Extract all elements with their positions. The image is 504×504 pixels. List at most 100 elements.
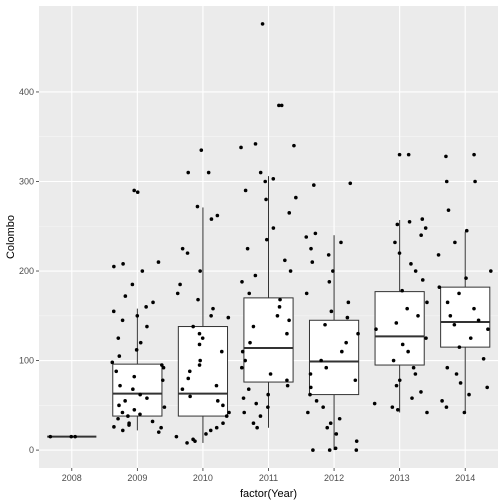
- data-point-2009: [116, 336, 121, 340]
- data-point-2008: [73, 434, 77, 439]
- data-point-2009: [145, 396, 149, 400]
- data-point-2014: [445, 300, 450, 305]
- data-point-2011: [240, 279, 244, 284]
- data-point-2011: [294, 195, 298, 200]
- data-point-2009: [117, 354, 122, 358]
- data-point-2010: [197, 331, 202, 336]
- data-point-2010: [215, 213, 220, 218]
- data-point-2009: [159, 425, 163, 430]
- data-point-2013: [397, 251, 402, 255]
- data-point-2012: [304, 235, 309, 239]
- x-tick-label: 2012: [324, 473, 344, 483]
- data-point-2012: [344, 340, 348, 345]
- data-point-2013: [394, 383, 399, 388]
- data-point-2012: [354, 439, 359, 443]
- data-point-2014: [444, 154, 448, 159]
- data-point-2010: [185, 441, 189, 445]
- data-point-2010: [186, 376, 191, 381]
- data-point-2011: [268, 372, 273, 376]
- data-point-2013: [395, 222, 400, 227]
- data-point-2009: [120, 410, 125, 415]
- data-point-2013: [420, 217, 425, 221]
- data-point-2014: [486, 327, 490, 332]
- data-point-2008: [48, 434, 53, 439]
- x-tick-label: 2009: [127, 473, 147, 483]
- data-point-2013: [372, 401, 377, 406]
- data-point-2010: [209, 217, 214, 221]
- data-point-2014: [489, 269, 493, 273]
- data-point-2012: [353, 378, 358, 383]
- data-point-2014: [457, 345, 462, 349]
- data-point-2010: [185, 251, 190, 255]
- data-point-2011: [258, 414, 263, 418]
- data-point-2011: [239, 145, 243, 150]
- data-point-2010: [219, 349, 224, 354]
- data-point-2014: [445, 365, 450, 370]
- data-point-2010: [196, 297, 200, 302]
- data-point-2009: [140, 269, 145, 273]
- data-point-2014: [472, 306, 476, 311]
- data-point-2010: [187, 369, 192, 374]
- data-point-2011: [264, 237, 269, 242]
- data-point-2011: [287, 318, 291, 323]
- box-iqr: [112, 363, 163, 417]
- data-point-2011: [271, 177, 276, 181]
- data-point-2010: [197, 363, 202, 367]
- data-point-2009: [151, 300, 155, 305]
- data-point-2013: [400, 288, 404, 293]
- data-point-2011: [277, 305, 282, 309]
- data-point-2012: [314, 399, 319, 403]
- data-point-2013: [374, 327, 378, 332]
- data-point-2009: [150, 419, 155, 424]
- data-point-2009: [135, 190, 140, 195]
- data-point-2009: [116, 416, 120, 421]
- data-point-2009: [131, 387, 135, 392]
- data-point-2012: [326, 253, 331, 257]
- data-point-2009: [118, 383, 122, 388]
- data-point-2009: [161, 365, 166, 370]
- data-point-2012: [354, 448, 359, 452]
- data-point-2011: [243, 358, 247, 363]
- data-point-2009: [114, 369, 119, 374]
- data-point-2009: [120, 318, 125, 323]
- data-point-2013: [397, 152, 402, 157]
- data-point-2011: [271, 226, 276, 230]
- data-point-2011: [240, 365, 244, 370]
- data-point-2012: [340, 349, 344, 354]
- data-point-2012: [333, 446, 338, 451]
- data-point-2010: [193, 439, 197, 443]
- x-tick-label: 2014: [455, 473, 475, 483]
- data-point-2010: [178, 282, 182, 287]
- data-point-2009: [138, 412, 142, 417]
- x-axis-title: factor(Year): [240, 488, 297, 500]
- box-iqr: [177, 326, 229, 417]
- data-point-2013: [394, 321, 399, 325]
- data-point-2012: [346, 300, 351, 305]
- data-point-2013: [424, 336, 428, 340]
- data-point-2014: [476, 318, 481, 323]
- data-point-2013: [419, 233, 423, 238]
- data-point-2013: [425, 300, 429, 305]
- data-point-2009: [138, 340, 143, 345]
- data-point-2012: [327, 448, 332, 452]
- data-point-2009: [112, 264, 116, 269]
- data-point-2013: [419, 390, 423, 394]
- data-point-2009: [110, 360, 115, 365]
- data-point-2012: [319, 358, 323, 363]
- data-point-2013: [416, 313, 420, 318]
- data-point-2011: [253, 273, 258, 278]
- data-point-2014: [464, 228, 469, 233]
- data-point-2010: [214, 383, 219, 388]
- data-point-2010: [175, 291, 180, 296]
- x-tick-label: 2008: [62, 473, 82, 483]
- data-point-2011: [285, 331, 289, 336]
- data-point-2010: [200, 336, 205, 340]
- data-point-2012: [329, 309, 334, 314]
- data-point-2010: [197, 342, 202, 347]
- box-2009: [112, 308, 163, 431]
- data-point-2012: [308, 392, 312, 397]
- data-point-2013: [395, 408, 400, 412]
- data-point-2011: [266, 392, 270, 397]
- data-point-2010: [180, 246, 185, 251]
- data-point-2011: [264, 197, 268, 202]
